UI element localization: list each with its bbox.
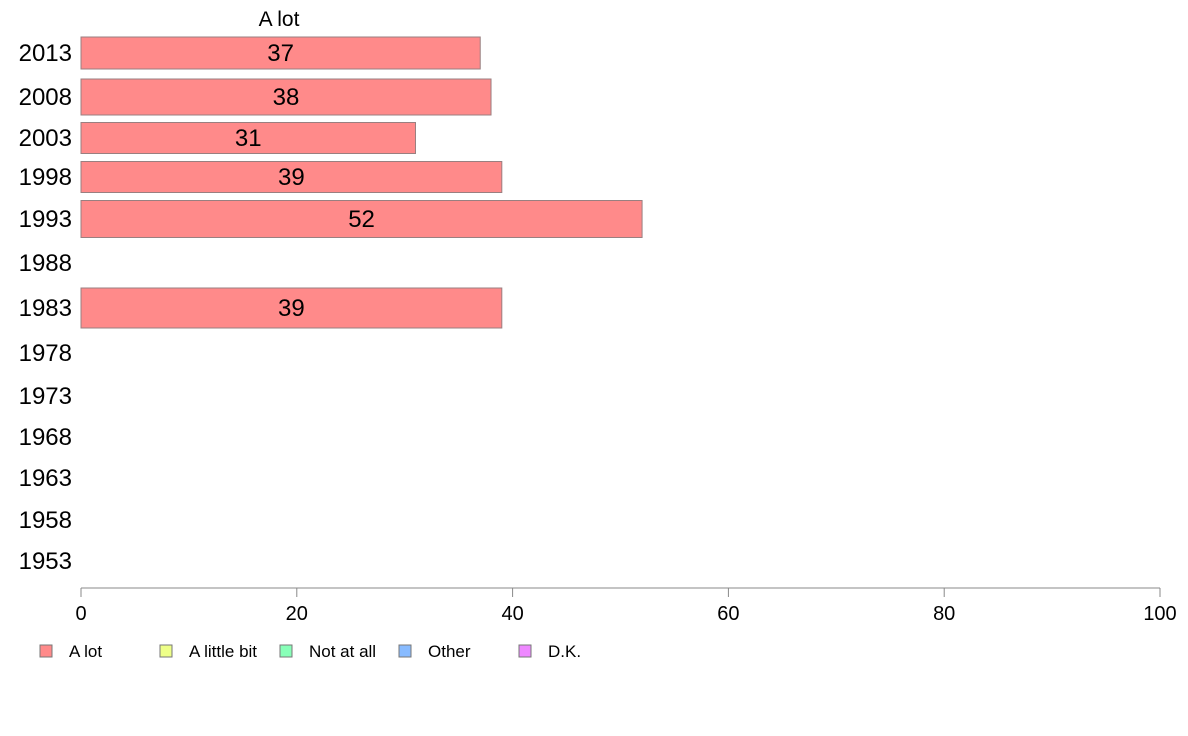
bar [80, 36, 481, 70]
bar-value-label: 52 [348, 206, 375, 233]
x-axis: 0 20 40 60 80 100 [75, 587, 1177, 625]
x-tick-label: 40 [501, 603, 523, 625]
legend-item: A lot [39, 642, 102, 661]
x-tick-label: 20 [286, 603, 308, 625]
bar [80, 287, 503, 329]
category-label: 2003 [19, 125, 72, 152]
legend-label: Not at all [309, 642, 376, 661]
category-label: 1953 [19, 548, 72, 575]
bar-value-label: 38 [273, 84, 300, 111]
bar [80, 161, 503, 193]
bar [80, 200, 643, 238]
bar-value-label: 39 [278, 164, 305, 191]
x-tick-label: 0 [75, 603, 86, 625]
bars: 37 38 31 39 52 39 [80, 36, 643, 329]
legend-label: Other [428, 642, 471, 661]
category-label: 1998 [19, 164, 72, 191]
bar-value-label: 39 [278, 295, 305, 322]
bar [80, 78, 492, 116]
legend-label: A little bit [189, 642, 257, 661]
bar-value-label: 31 [235, 125, 262, 152]
category-label: 2013 [19, 40, 72, 67]
legend-swatch [159, 644, 173, 658]
bar [80, 122, 416, 154]
series-header: A lot [259, 8, 300, 31]
category-label: 2008 [19, 84, 72, 111]
legend-item: Other [398, 642, 471, 661]
legend-item: A little bit [159, 642, 257, 661]
legend-label: A lot [69, 642, 102, 661]
x-tick-label: 100 [1143, 603, 1176, 625]
legend-swatch [398, 644, 412, 658]
category-label: 1963 [19, 465, 72, 492]
category-label: 1978 [19, 340, 72, 367]
x-tick-label: 60 [717, 603, 739, 625]
legend-item: D.K. [518, 642, 581, 661]
category-labels: 2013 2008 2003 1998 1993 1988 1983 1978 1973 1968… [19, 40, 72, 575]
category-label: 1958 [19, 507, 72, 534]
bar-value-label: 37 [267, 40, 294, 67]
legend: A lot A little bit Not at all Other D.K. [39, 642, 581, 661]
category-label: 1988 [19, 250, 72, 277]
category-label: 1968 [19, 424, 72, 451]
legend-label: D.K. [548, 642, 581, 661]
category-label: 1983 [19, 295, 72, 322]
category-label: 1973 [19, 383, 72, 410]
legend-item: Not at all [279, 642, 376, 661]
legend-swatch [518, 644, 532, 658]
x-tick-label: 80 [933, 603, 955, 625]
legend-swatch [279, 644, 293, 658]
legend-swatch [39, 644, 53, 658]
category-label: 1993 [19, 206, 72, 233]
